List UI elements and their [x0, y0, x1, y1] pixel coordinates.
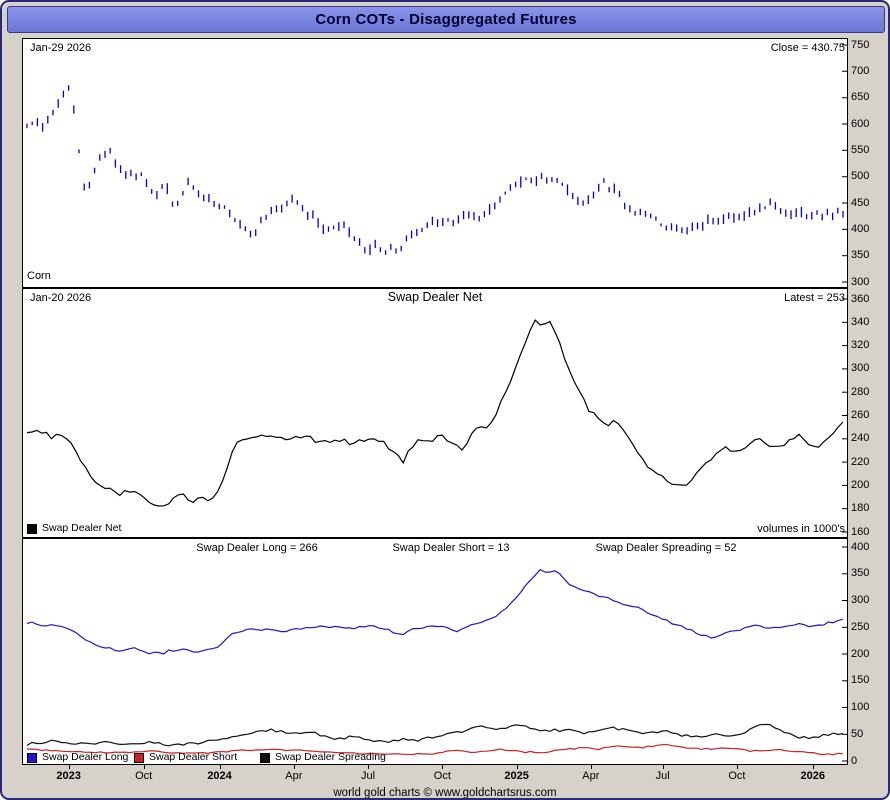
y-tick-marks [842, 546, 847, 762]
y-tick-label: 0 [851, 754, 858, 767]
short-legend: Swap Dealer Short [134, 752, 237, 763]
price-series-label: Corn [27, 270, 51, 282]
swap-dealer-long-line [26, 568, 844, 655]
y-tick-label: 300 [851, 594, 870, 606]
y-tick-label: 350 [851, 567, 870, 580]
footer-credit: world gold charts © www.goldchartsrus.co… [333, 787, 557, 799]
x-tick-mark [812, 765, 814, 769]
y-tick-label: 340 [851, 315, 870, 328]
net-latest-label: Latest = 253 [784, 292, 845, 304]
y-tick-label: 220 [851, 455, 870, 468]
spreading-value-label: Swap Dealer Spreading = 52 [595, 542, 737, 554]
short-value-label: Swap Dealer Short = 13 [392, 542, 510, 554]
net-date-label: Jan-20 2026 [30, 292, 92, 304]
y-tick-label: 160 [851, 525, 870, 538]
price-panel [23, 39, 847, 287]
y-tick-label: 650 [851, 91, 870, 104]
y-tick-label: 400 [851, 540, 870, 553]
x-tick-mark [293, 765, 295, 769]
x-tick-label: 2023 [56, 770, 81, 782]
y-tick-marks [842, 44, 847, 283]
x-tick-label: Jul [361, 770, 376, 782]
y-axis: 300 350 400 450 500 550 600 650 700 750 160 180 200 2… [851, 38, 888, 770]
x-tick-mark [442, 765, 444, 769]
long-legend: Swap Dealer Long [27, 752, 128, 763]
y-tick-label: 700 [851, 64, 870, 77]
net-legend: Swap Dealer Net [27, 523, 121, 534]
x-tick-label: 2025 [504, 770, 529, 782]
components-panel [23, 537, 847, 764]
y-tick-label: 300 [851, 362, 870, 375]
x-tick-mark [143, 765, 145, 769]
volumes-note: volumes in 1000's [757, 523, 845, 535]
page-title: Corn COTs - Disaggregated Futures [315, 11, 577, 28]
y-tick-label: 200 [851, 647, 870, 660]
x-tick-mark [590, 765, 592, 769]
x-tick-mark [368, 765, 370, 769]
price-close-label: Close = 430.75 [770, 42, 845, 54]
y-tick-label: 500 [851, 170, 870, 183]
long-value-label: Swap Dealer Long = 266 [196, 542, 318, 554]
y-tick-label: 300 [851, 275, 870, 288]
y-tick-label: 550 [851, 143, 870, 156]
x-tick-mark [736, 765, 738, 769]
y-tick-label: 400 [851, 222, 870, 235]
y-tick-label: 600 [851, 117, 870, 130]
long-legend-swatch [27, 752, 37, 763]
x-tick-mark [662, 765, 664, 769]
y-tick-marks [842, 298, 847, 533]
swap-dealer-spreading-line [26, 723, 844, 747]
net-panel [23, 287, 847, 537]
components-chart [26, 546, 847, 762]
x-tick-label: Apr [285, 770, 303, 782]
swap-dealer-short-line [26, 743, 844, 756]
x-tick-label: 2024 [207, 770, 232, 782]
net-panel-title: Swap Dealer Net [387, 290, 483, 304]
y-tick-label: 150 [851, 674, 870, 687]
price-chart [26, 44, 847, 283]
y-tick-label: 360 [851, 292, 870, 305]
swap-dealer-net-line [26, 319, 844, 507]
x-tick-label: Jul [655, 770, 670, 782]
x-tick-label: Apr [582, 770, 600, 782]
y-tick-label: 100 [851, 701, 870, 713]
long-legend-label: Swap Dealer Long [42, 751, 129, 763]
net-legend-label: Swap Dealer Net [42, 522, 122, 534]
y-tick-label: 180 [851, 502, 870, 515]
y-tick-label: 280 [851, 385, 870, 398]
x-tick-label: Oct [728, 770, 746, 782]
x-axis: 2023 Oct 2024 Apr Jul Oct 2025 Apr Jul Oct 2026 [23, 765, 849, 789]
short-legend-label: Swap Dealer Short [149, 751, 238, 763]
x-tick-label: Oct [135, 770, 153, 782]
y-tick-label: 200 [851, 478, 870, 491]
title-bar: Corn COTs - Disaggregated Futures [7, 6, 885, 33]
short-legend-swatch [134, 752, 144, 763]
chart-frame [22, 38, 848, 765]
price-date-label: Jan-29 2026 [30, 42, 92, 54]
x-tick-mark [68, 765, 70, 769]
y-tick-label: 260 [851, 409, 870, 421]
spreading-legend-swatch [260, 752, 270, 763]
price-bars [26, 85, 844, 256]
x-tick-label: 2026 [800, 770, 826, 782]
spreading-legend-label: Swap Dealer Spreading [275, 751, 386, 763]
x-tick-mark [516, 765, 518, 769]
x-tick-mark [219, 765, 221, 769]
y-tick-label: 750 [851, 38, 870, 51]
net-legend-swatch [27, 523, 37, 534]
y-tick-label: 350 [851, 249, 870, 262]
net-chart [26, 298, 847, 533]
y-tick-label: 50 [851, 727, 864, 740]
y-tick-label: 250 [851, 620, 870, 633]
y-tick-label: 240 [851, 432, 870, 445]
spreading-legend: Swap Dealer Spreading [260, 752, 386, 763]
x-tick-label: Oct [433, 770, 451, 782]
y-tick-label: 320 [851, 339, 870, 352]
y-tick-label: 450 [851, 196, 870, 209]
